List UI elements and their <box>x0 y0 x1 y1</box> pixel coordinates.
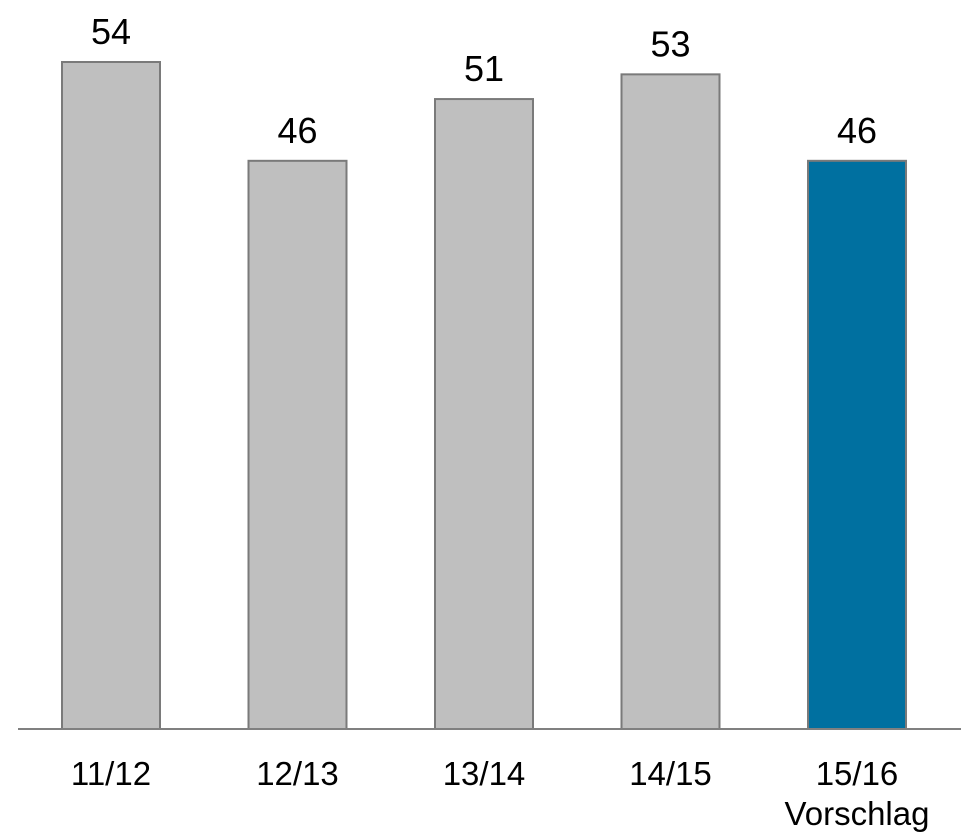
x-tick-label-4: 14/15 <box>629 755 712 792</box>
x-tick-label-line: 11/12 <box>71 755 151 792</box>
value-label-3: 51 <box>464 48 504 89</box>
bar-1 <box>61 61 161 730</box>
value-label-5: 46 <box>837 110 877 151</box>
x-tick-label-5: 15/16 Vorschlag <box>785 755 930 832</box>
x-tick-label-2: 12/13 <box>256 755 339 792</box>
x-tick-labels-group: 11/12 12/13 13/14 14/15 15/16 Vorschlag <box>71 755 930 832</box>
value-label-1: 54 <box>91 11 131 52</box>
bar-4 <box>620 73 721 730</box>
bar-2 <box>247 159 348 730</box>
value-label-4: 53 <box>650 23 690 64</box>
value-labels-group: 54 46 51 53 46 <box>91 11 877 151</box>
bars-group <box>61 61 907 731</box>
x-tick-label-line: 14/15 <box>629 755 712 792</box>
value-label-2: 46 <box>277 110 317 151</box>
x-tick-label-line: 12/13 <box>256 755 339 792</box>
bar-3 <box>434 98 534 731</box>
x-tick-label-line: 13/14 <box>443 755 526 792</box>
x-tick-label-line: 15/16 <box>816 755 899 792</box>
bar-5 <box>807 159 907 730</box>
x-tick-label-line: Vorschlag <box>785 795 930 832</box>
x-tick-label-3: 13/14 <box>443 755 526 792</box>
x-tick-label-1: 11/12 <box>71 755 151 792</box>
